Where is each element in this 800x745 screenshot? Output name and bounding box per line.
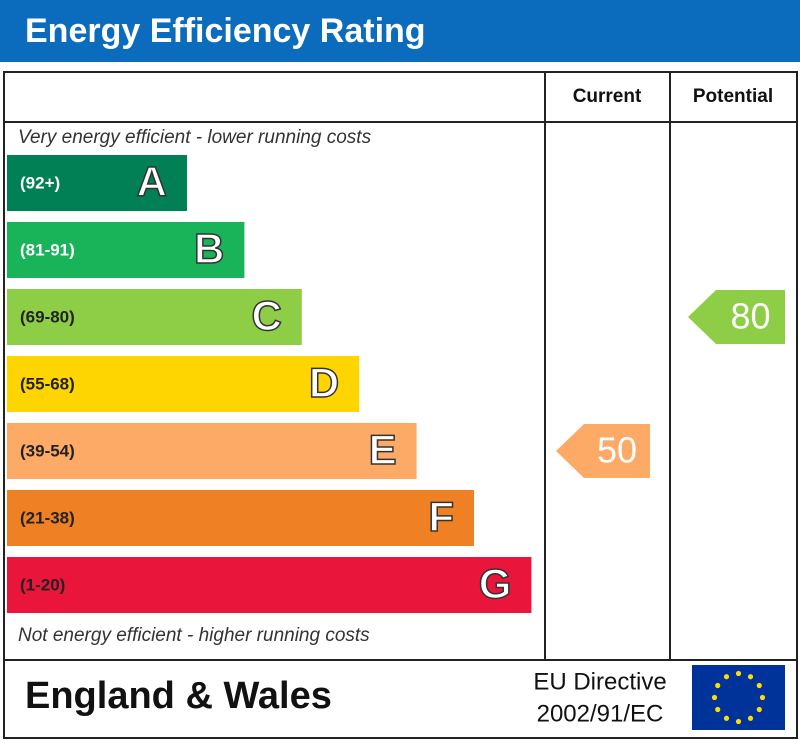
band (7, 423, 417, 479)
directive: 2002/91/EC (537, 700, 664, 727)
star (715, 706, 721, 713)
band-range: (81-91) (20, 240, 75, 259)
star (747, 674, 754, 680)
header-bar (0, 0, 800, 62)
bottom-note: Not energy efficient - higher running co… (18, 625, 370, 646)
top-note: Very energy efficient - lower running co… (18, 127, 372, 148)
rating-arrow (556, 424, 650, 478)
star (735, 670, 742, 677)
star (759, 694, 766, 701)
star (715, 682, 721, 689)
band-letter: A (137, 158, 167, 205)
rating-arrow (688, 290, 785, 344)
band-letter: E (369, 426, 397, 473)
band (7, 155, 187, 211)
star (747, 715, 754, 721)
band (7, 490, 474, 546)
eu-stars (711, 670, 766, 725)
band-range: (92+) (20, 173, 60, 192)
band-letter: D (309, 359, 339, 406)
band (7, 557, 532, 613)
rating-value: 50 (597, 430, 637, 471)
band-range: (55-68) (20, 374, 75, 393)
column-header: Potential (693, 86, 773, 107)
star (756, 706, 762, 713)
band (7, 356, 360, 412)
star (756, 682, 762, 689)
title: Energy Efficiency Rating (25, 12, 426, 50)
band-range: (69-80) (20, 307, 75, 326)
band (7, 222, 245, 278)
band (7, 289, 302, 345)
star (711, 694, 718, 701)
frame (3, 71, 798, 739)
band-letter: F (428, 493, 454, 540)
column-header: Current (573, 86, 642, 107)
band-range: (21-38) (20, 508, 75, 527)
region: England & Wales (25, 675, 332, 717)
band-letter: C (251, 292, 281, 339)
band-range: (39-54) (20, 441, 75, 460)
band-range: (1-20) (20, 575, 65, 594)
band-letter: B (194, 225, 224, 272)
band-letter: G (479, 560, 512, 607)
star (735, 718, 742, 725)
directive: EU Directive (533, 668, 666, 695)
star (723, 715, 730, 721)
star (723, 674, 730, 680)
rating-value: 80 (730, 296, 770, 337)
